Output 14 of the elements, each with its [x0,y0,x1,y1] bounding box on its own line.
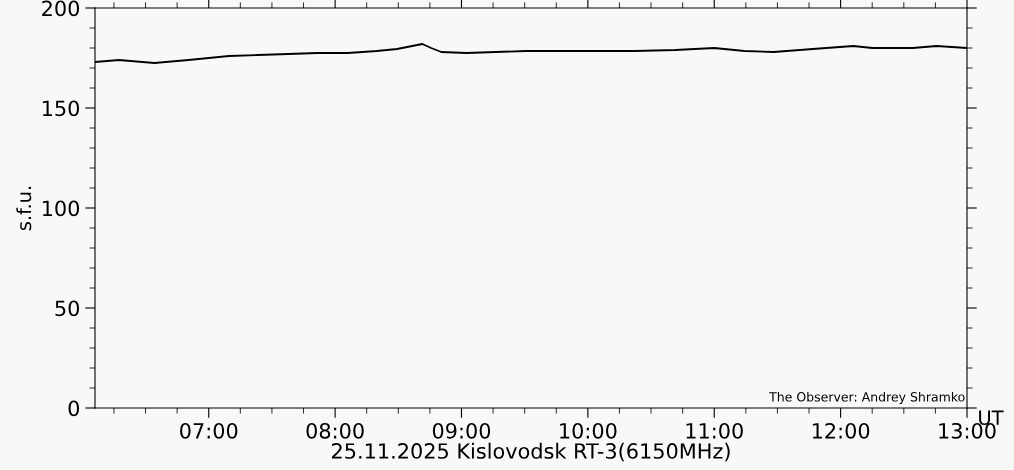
x-axis-title: 25.11.2025 Kislovodsk RT-3(6150MHz) [332,442,730,462]
y-tick-label: 150 [42,100,80,117]
x-tick-label: 09:00 [432,422,491,439]
y-tick-label: 200 [42,0,80,17]
y-tick-label: 100 [42,200,80,217]
x-tick-label: 08:00 [306,422,364,439]
x-tick-label: 07:00 [180,422,238,439]
x-tick-label: 10:00 [560,422,617,439]
y-axis-title: s.f.u. [16,186,32,231]
y-tick-label: 50 [55,300,80,317]
y-tick-label: 0 [68,400,80,417]
x-tick-label: 11:00 [686,422,743,439]
annotation: The Observer: Andrey Shramko [769,391,965,404]
x-tick-label: 12:00 [812,422,870,439]
